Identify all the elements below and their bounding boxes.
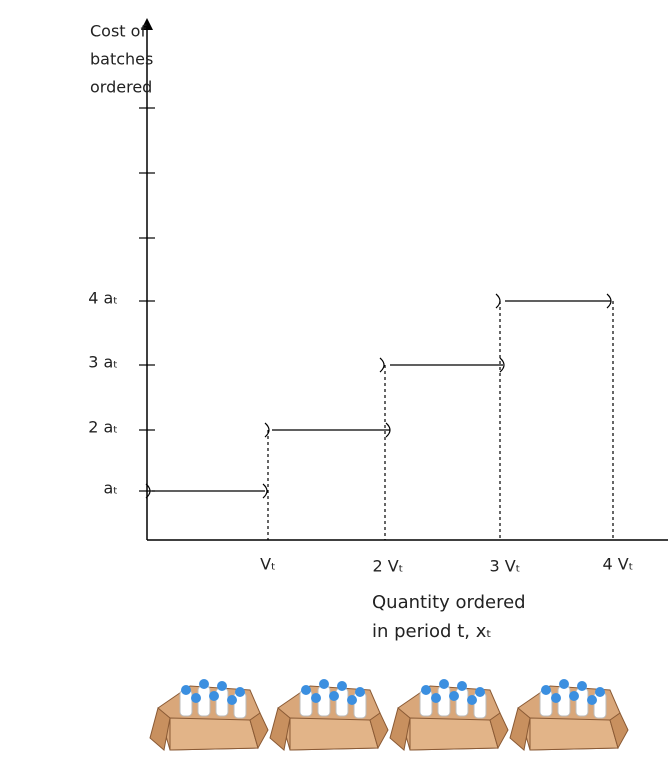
y-label-line: Cost of xyxy=(90,22,146,41)
x-tick-label: 4 Vₜ xyxy=(603,555,634,574)
x-axis-label: Quantity ordered in period t, xₜ xyxy=(372,592,526,642)
bracket xyxy=(145,483,151,499)
x-tick-label: Vₜ xyxy=(260,555,276,574)
crates xyxy=(149,678,629,751)
y-ticks xyxy=(139,107,155,492)
crate-icon xyxy=(509,678,629,751)
x-tick-label: 3 Vₜ xyxy=(490,557,521,576)
bracket xyxy=(495,293,501,309)
y-tick-label: 2 aₜ xyxy=(88,418,118,437)
bracket xyxy=(499,357,505,373)
y-arrow xyxy=(141,18,153,30)
x-label-line: Quantity ordered xyxy=(372,592,526,613)
crate-icon xyxy=(149,678,269,751)
x-tick-label: 2 Vₜ xyxy=(373,557,404,576)
y-axis-label: Cost of batches ordered xyxy=(90,22,153,97)
x-label-line: in period t, xₜ xyxy=(372,621,492,642)
y-tick-labels: aₜ 2 aₜ 3 aₜ 4 aₜ xyxy=(88,289,118,498)
bracket xyxy=(606,293,612,309)
bracket xyxy=(379,357,385,373)
bracket xyxy=(264,422,270,438)
x-tick-labels: Vₜ 2 Vₜ 3 Vₜ 4 Vₜ xyxy=(260,555,633,576)
crate-icon xyxy=(269,678,389,751)
bracket xyxy=(262,483,268,499)
steps xyxy=(145,293,614,540)
y-label-line: batches xyxy=(90,50,153,69)
bracket xyxy=(385,422,391,438)
y-label-line: ordered xyxy=(90,78,152,97)
y-tick-label: 4 aₜ xyxy=(88,289,118,308)
axes xyxy=(141,18,668,541)
y-tick-label: aₜ xyxy=(103,479,118,498)
y-tick-label: 3 aₜ xyxy=(88,353,118,372)
crate-icon xyxy=(389,678,509,751)
